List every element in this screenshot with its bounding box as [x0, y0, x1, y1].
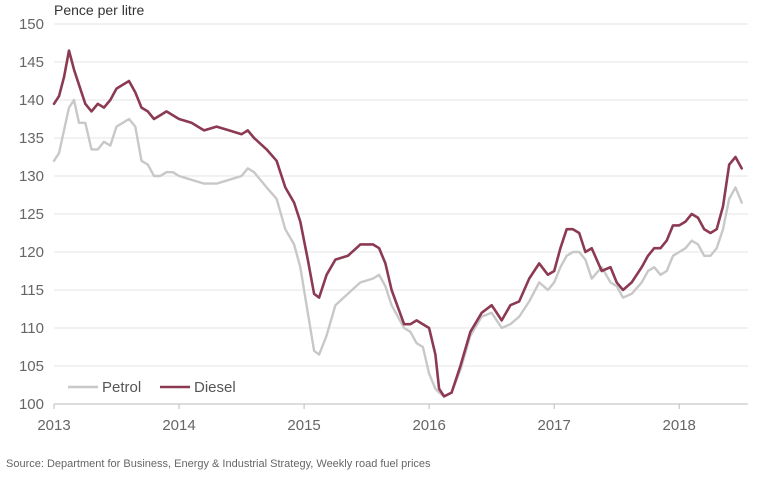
y-tick-label: 115	[20, 282, 44, 299]
y-tick-label: 145	[19, 54, 44, 71]
y-tick-label: 100	[19, 396, 44, 413]
y-axis-ticks: 100 105 110 115 120 125 130 135 140 145 150	[19, 16, 44, 413]
x-tick-label: 2013	[37, 417, 70, 434]
x-tick-label: 2014	[162, 417, 195, 434]
y-tick-label: 125	[19, 206, 44, 223]
series-line-petrol	[52, 98, 743, 398]
y-tick-label: 105	[19, 358, 44, 375]
legend-label-petrol: Petrol	[102, 379, 141, 396]
x-axis-ticks: 2013 2014 2015 2016 2017 2018	[37, 404, 696, 434]
y-tick-label: 135	[19, 130, 44, 147]
gridlines	[54, 23, 748, 405]
x-tick-label: 2018	[663, 417, 696, 434]
legend: Petrol Diesel	[68, 379, 236, 396]
y-axis-label: Pence per litre	[54, 2, 144, 18]
y-tick-label: 130	[19, 168, 44, 185]
series-lines	[52, 49, 744, 398]
legend-label-diesel: Diesel	[194, 379, 236, 396]
x-tick-label: 2016	[412, 417, 445, 434]
y-tick-label: 110	[20, 320, 44, 337]
series-line-diesel	[52, 49, 744, 398]
x-tick-label: 2017	[537, 417, 570, 434]
source-note: Source: Department for Business, Energy …	[6, 458, 431, 470]
x-tick-label: 2015	[287, 417, 320, 434]
y-tick-label: 120	[19, 244, 44, 261]
y-tick-label: 150	[19, 16, 44, 33]
y-tick-label: 140	[19, 92, 44, 109]
